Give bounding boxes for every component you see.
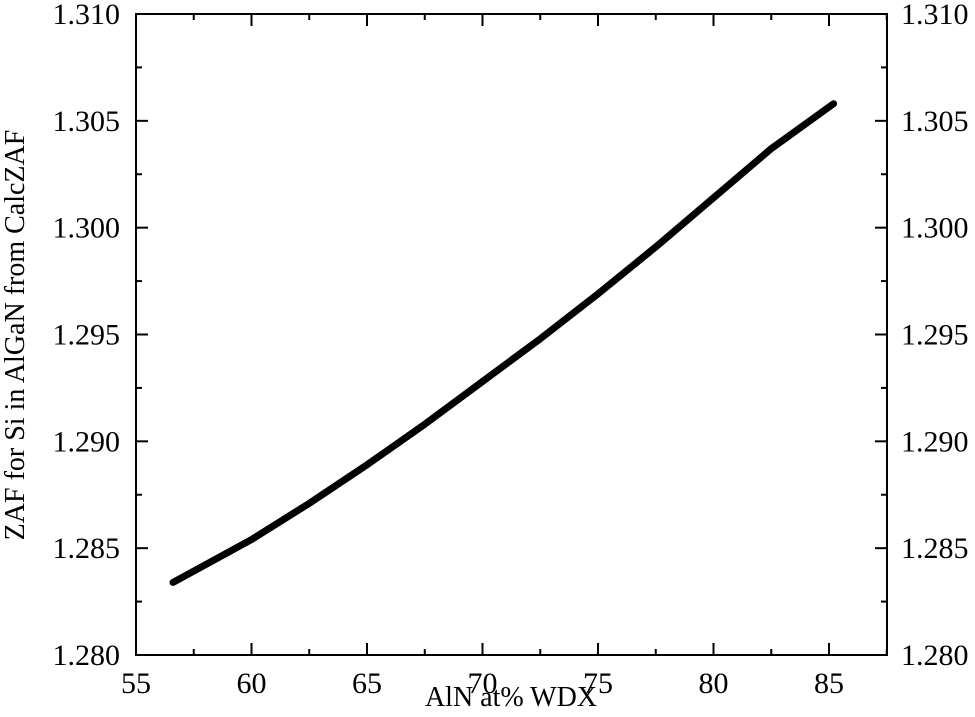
y-tick-label-right: 1.285 — [901, 532, 969, 565]
x-axis-title: AlN at% WDX — [425, 682, 597, 713]
data-line — [169, 100, 838, 586]
y-tick-label-left: 1.285 — [53, 532, 121, 565]
y-tick-label-left: 1.280 — [53, 639, 121, 672]
y-axis-title: ZAF for Si in AlGaN from CalcZAF — [0, 130, 31, 541]
y-tick-label-right: 1.295 — [901, 319, 969, 352]
plot-frame — [135, 13, 888, 656]
x-tick-label: 80 — [699, 667, 729, 700]
x-tick-label: 75 — [583, 667, 613, 700]
x-axis-ticks: 55 60 65 70 75 80 85 — [121, 14, 888, 700]
y-axis-ticks: 1.280 1.280 1.285 1.285 1.290 1.290 1.295 1.295… — [53, 0, 969, 672]
y-tick-label-left: 1.310 — [53, 0, 121, 31]
y-tick-label-right: 1.310 — [901, 0, 969, 31]
y-tick-label-left: 1.290 — [53, 425, 121, 458]
y-tick-label-left: 1.300 — [53, 212, 121, 245]
y-tick-label-right: 1.305 — [901, 105, 969, 138]
x-tick-label: 55 — [121, 667, 151, 700]
y-tick-label-right: 1.300 — [901, 212, 969, 245]
x-tick-label: 60 — [237, 667, 267, 700]
y-tick-label-right: 1.280 — [901, 639, 969, 672]
y-tick-label-right: 1.290 — [901, 425, 969, 458]
x-tick-label: 70 — [468, 667, 498, 700]
y-tick-label-left: 1.305 — [53, 105, 121, 138]
x-tick-label: 65 — [352, 667, 382, 700]
x-tick-label: 85 — [814, 667, 844, 700]
y-tick-label-left: 1.295 — [53, 319, 121, 352]
